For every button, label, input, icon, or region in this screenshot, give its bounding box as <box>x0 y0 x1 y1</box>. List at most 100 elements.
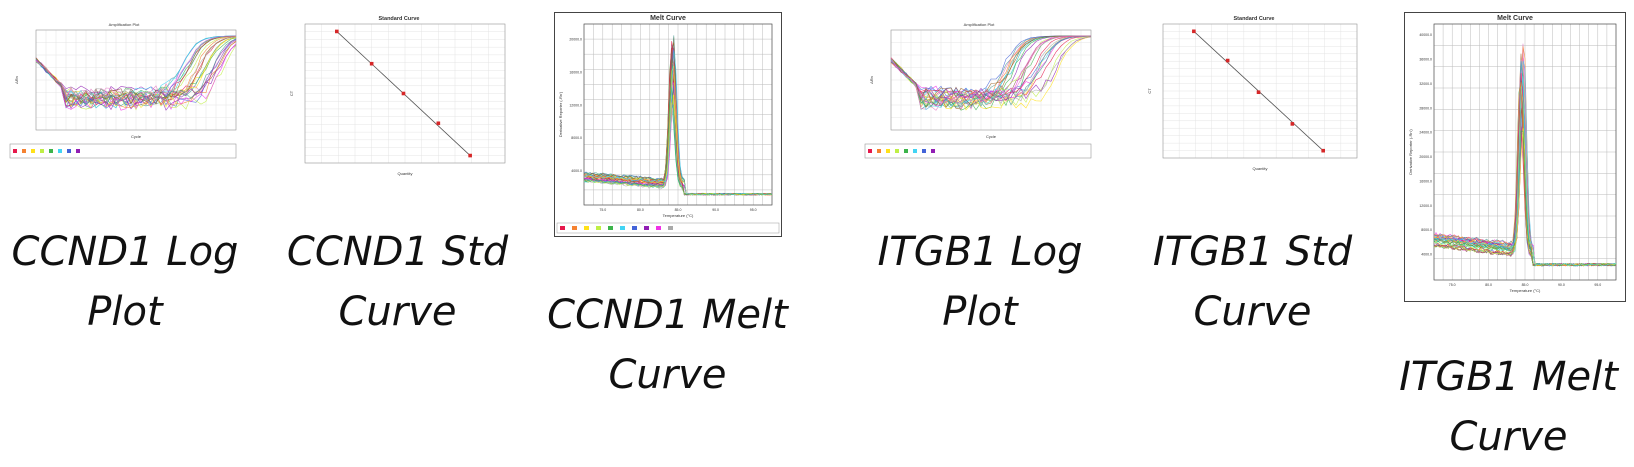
legend-swatch <box>656 226 661 230</box>
amplification-series-line <box>35 35 236 102</box>
x-tick-label: 80.0 <box>637 208 644 212</box>
melt-series-line <box>583 87 773 196</box>
caption-ccnd1-log-plot: CCND1 Log Plot <box>0 222 250 342</box>
plot-area-border <box>304 23 506 164</box>
plot-area-border <box>890 29 1092 131</box>
caption-itgb1-log-plot: ITGB1 Log Plot <box>855 222 1105 342</box>
legend-swatch <box>49 149 53 153</box>
itgb1-melt-curve-panel: Melt Curve 75.0 80.0 85.0 90.0 95.0 4000.0 8000… <box>1404 12 1626 302</box>
amplification-series-line <box>890 35 1091 108</box>
legend-swatch <box>904 149 908 153</box>
legend-swatch <box>877 149 881 153</box>
standard-point <box>369 61 374 66</box>
y-tick-label: 40000.0 <box>1419 33 1432 37</box>
y-axis-label: ΔRn <box>869 76 874 84</box>
amplification-series-line <box>890 36 1092 104</box>
amplification-series-line <box>35 35 237 100</box>
plot-area-border <box>1433 23 1617 281</box>
itgb1-amplification-plot: Amplification Plot Cycle ΔRn <box>863 18 1095 166</box>
ccnd1-standard-curve: Standard Curve Quantity CT <box>285 12 513 177</box>
x-tick-label: 85.0 <box>675 208 682 212</box>
caption-line: ITGB1 Std <box>1152 229 1353 275</box>
x-axis-label: Temperature (°C) <box>663 213 694 218</box>
legend-box <box>864 143 1092 159</box>
legend-swatch <box>40 149 44 153</box>
amplification-series-line <box>35 35 237 105</box>
caption-line: Curve <box>1193 289 1312 335</box>
chart-title: Standard Curve <box>1234 16 1275 22</box>
plot-area-border <box>35 29 237 131</box>
itgb1-standard-curve: Standard Curve Quantity CT <box>1143 12 1365 172</box>
legend-swatch <box>620 226 625 230</box>
caption-line: ITGB1 Melt <box>1399 354 1618 400</box>
caption-line: CCND1 Log <box>11 229 239 275</box>
x-tick-label: 95.0 <box>1594 283 1601 287</box>
y-tick-label: 8000.0 <box>571 136 582 140</box>
legend-swatch <box>572 226 577 230</box>
chart-title: Melt Curve <box>1497 15 1533 22</box>
amplification-series-line <box>890 35 1091 104</box>
y-axis-label: ΔRn <box>14 76 19 84</box>
legend-box <box>9 143 237 159</box>
legend-swatch <box>67 149 71 153</box>
y-axis-label: Derivative Reporter (-Rn') <box>558 91 563 137</box>
x-axis-label: Cycle <box>986 134 997 139</box>
amplification-series-line <box>35 43 237 111</box>
ccnd1-standard-curve-panel: Standard Curve Quantity CT <box>285 12 513 177</box>
y-tick-label: 20000.0 <box>569 37 582 41</box>
y-tick-label: 24000.0 <box>1419 131 1432 135</box>
amplification-series-line <box>35 35 237 107</box>
legend-swatch <box>13 149 17 153</box>
legend-swatch <box>895 149 899 153</box>
caption-itgb1-std-curve: ITGB1 Std Curve <box>1130 222 1375 342</box>
legend-swatch <box>560 226 565 230</box>
standard-point <box>401 91 406 96</box>
x-axis-label: Temperature (°C) <box>1510 288 1541 293</box>
chart-title: Standard Curve <box>379 16 420 22</box>
x-tick-label: 80.0 <box>1485 283 1492 287</box>
caption-line: Curve <box>338 289 457 335</box>
caption-ccnd1-melt-curve: CCND1 Melt Curve <box>545 285 790 405</box>
ccnd1-log-plot-panel: Amplification Plot Cycle ΔRn <box>8 18 240 166</box>
caption-line: Plot <box>87 289 163 335</box>
legend-swatch <box>31 149 35 153</box>
y-tick-label: 16000.0 <box>569 70 582 74</box>
amplification-series-line <box>35 36 237 104</box>
ccnd1-amplification-plot: Amplification Plot Cycle ΔRn <box>8 18 240 166</box>
legend-swatch <box>76 149 80 153</box>
standard-point <box>1256 90 1261 95</box>
chart-title: Melt Curve <box>650 15 686 22</box>
x-tick-label: 90.0 <box>1558 283 1565 287</box>
amplification-series-line <box>35 44 237 99</box>
y-axis-label: Derivative Reporter (-Rn') <box>1408 129 1413 175</box>
x-axis-label: Quantity <box>1253 166 1268 171</box>
legend-swatch <box>913 149 917 153</box>
legend-swatch <box>608 226 613 230</box>
standard-point <box>1192 29 1196 34</box>
amplification-series-line <box>890 35 1091 102</box>
legend-swatch <box>868 149 872 153</box>
ccnd1-melt-curve-panel: Melt Curve 75.0 80.0 85.0 90.0 95.0 4000.0 8000… <box>554 12 782 237</box>
y-tick-label: 8000.0 <box>1421 228 1432 232</box>
legend-swatch <box>644 226 649 230</box>
melt-series-line <box>583 50 773 196</box>
x-axis-label: Quantity <box>398 171 413 176</box>
caption-line: Plot <box>942 289 1018 335</box>
ccnd1-melt-curve: Melt Curve 75.0 80.0 85.0 90.0 95.0 4000.0 8000… <box>554 12 782 237</box>
standard-point <box>335 29 339 34</box>
legend-swatch <box>596 226 601 230</box>
melt-series-line <box>1433 75 1617 267</box>
x-tick-label: 75.0 <box>599 208 606 212</box>
legend-swatch <box>632 226 637 230</box>
caption-line: Curve <box>1449 414 1568 460</box>
y-tick-label: 36000.0 <box>1419 58 1432 62</box>
y-tick-label: 20000.0 <box>1419 155 1432 159</box>
y-axis-label: CT <box>289 90 294 96</box>
legend-swatch <box>886 149 890 153</box>
melt-series-line <box>1433 128 1617 267</box>
amplification-series-line <box>890 35 1092 107</box>
caption-line: CCND1 Std <box>286 229 509 275</box>
x-axis-label: Cycle <box>131 134 142 139</box>
x-tick-label: 95.0 <box>750 208 757 212</box>
standard-point <box>1290 122 1295 126</box>
